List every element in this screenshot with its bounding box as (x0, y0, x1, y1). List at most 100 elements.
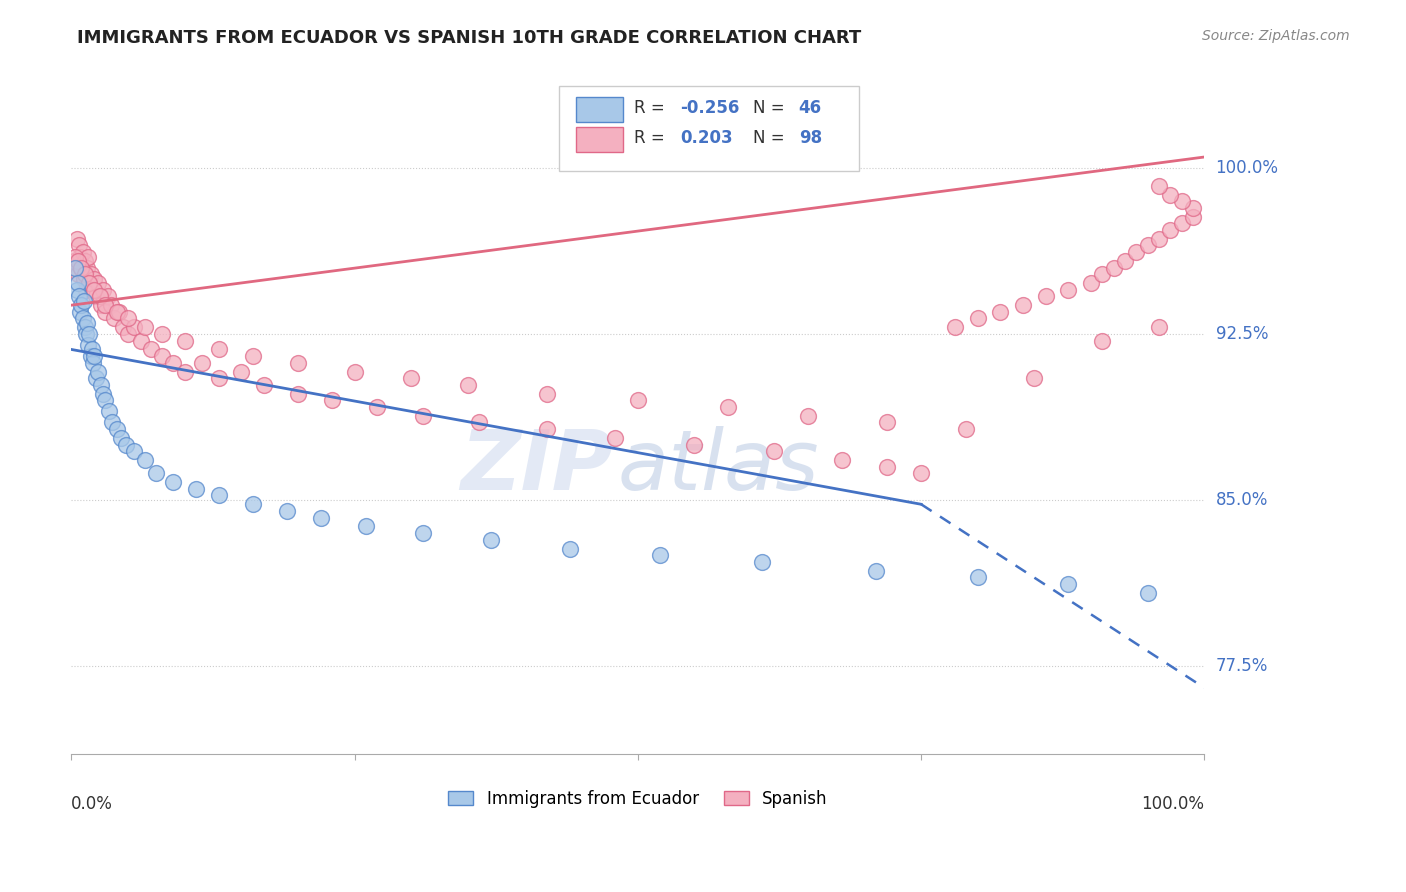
Point (84, 289, 107, 303)
Point (412, 409, 434, 423)
Point (145, 467, 167, 481)
Point (82, 356, 104, 370)
Point (1147, 178, 1170, 193)
Point (114, 437, 136, 451)
Point (101, 416, 124, 430)
Text: 85.0%: 85.0% (1216, 491, 1268, 508)
Point (105, 422, 128, 436)
Point (122, 320, 145, 334)
Point (797, 409, 820, 423)
Point (1080, 276, 1102, 290)
Point (96, 289, 118, 303)
Point (231, 365, 253, 379)
Point (110, 431, 132, 445)
Point (69, 250, 91, 264)
Point (80, 343, 103, 357)
Point (1091, 334, 1114, 348)
FancyBboxPatch shape (575, 128, 623, 153)
Point (1136, 586, 1159, 600)
Point (73, 293, 96, 308)
Point (134, 453, 156, 467)
Point (751, 555, 773, 569)
Point (77, 338, 100, 352)
Point (412, 526, 434, 541)
Text: 0.0%: 0.0% (72, 796, 112, 814)
Point (70, 260, 93, 275)
Point (650, 548, 672, 562)
Point (150, 349, 173, 363)
Point (966, 570, 988, 584)
Point (1171, 194, 1194, 209)
Point (1125, 245, 1147, 260)
Point (162, 475, 184, 490)
Point (76, 260, 98, 275)
Point (1012, 298, 1035, 312)
Text: 77.5%: 77.5% (1216, 657, 1268, 674)
Point (1136, 238, 1159, 252)
Text: 98: 98 (799, 129, 823, 147)
Point (876, 416, 898, 430)
Point (536, 422, 558, 436)
Point (831, 453, 853, 467)
Point (457, 377, 479, 392)
Point (94, 393, 117, 408)
Point (77, 250, 100, 264)
Point (75, 283, 97, 297)
Point (79, 267, 101, 281)
Point (173, 365, 195, 379)
Point (97, 404, 120, 418)
Point (131, 334, 153, 348)
Point (876, 459, 898, 474)
Point (242, 349, 264, 363)
Point (122, 444, 145, 458)
Point (67, 238, 90, 252)
Point (63, 260, 86, 275)
Point (63, 250, 86, 264)
Point (1091, 267, 1114, 281)
Point (865, 564, 887, 578)
Point (276, 504, 298, 518)
Point (108, 305, 131, 319)
Point (1057, 283, 1080, 297)
Point (1159, 223, 1181, 237)
Point (1147, 232, 1170, 246)
Point (83, 283, 105, 297)
Point (717, 400, 740, 414)
Point (558, 541, 581, 556)
Point (67, 254, 90, 268)
Text: ZIP: ZIP (460, 425, 613, 507)
Point (242, 497, 264, 511)
Point (67, 267, 90, 281)
Point (1147, 320, 1170, 334)
Point (468, 416, 491, 430)
Point (79, 326, 101, 341)
Point (1182, 201, 1205, 215)
Text: -0.256: -0.256 (679, 99, 740, 117)
Point (683, 437, 706, 451)
Point (79, 276, 101, 290)
Point (90, 377, 112, 392)
Point (67, 276, 90, 290)
Point (1182, 210, 1205, 224)
Text: 46: 46 (799, 99, 823, 117)
Point (65, 260, 87, 275)
Point (87, 276, 110, 290)
Point (990, 305, 1012, 319)
Point (150, 326, 173, 341)
Point (73, 254, 96, 268)
Point (287, 386, 309, 401)
Point (173, 334, 195, 348)
Point (75, 326, 97, 341)
Point (162, 356, 184, 370)
Point (366, 400, 388, 414)
Point (103, 311, 125, 326)
Point (73, 320, 96, 334)
Point (62, 254, 84, 268)
Point (321, 393, 343, 408)
Point (139, 343, 162, 357)
FancyBboxPatch shape (558, 86, 859, 171)
Point (89, 289, 111, 303)
Point (190, 356, 212, 370)
Point (309, 510, 332, 524)
Point (762, 444, 785, 458)
